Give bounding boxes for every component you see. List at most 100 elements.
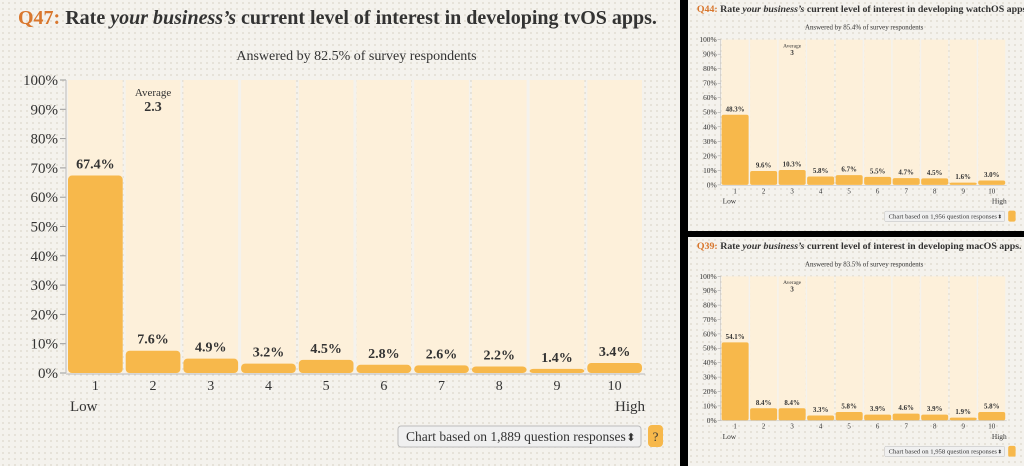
help-button[interactable] xyxy=(1008,445,1016,457)
responses-dropdown[interactable]: Chart based on 1,889 question responses ⬍ xyxy=(397,425,642,448)
x-tick-label: 6 xyxy=(380,379,387,394)
responses-dropdown[interactable]: Chart based on 1,958 question responses ⬍ xyxy=(884,446,1005,457)
column-background xyxy=(183,80,239,373)
x-tick-label: 3 xyxy=(790,188,794,195)
bar[interactable] xyxy=(721,114,749,185)
y-tick-label: 90% xyxy=(703,50,717,59)
bar[interactable] xyxy=(587,363,642,373)
x-tick-label: 9 xyxy=(553,379,560,394)
bar[interactable] xyxy=(835,175,863,185)
y-tick-label: 10% xyxy=(703,401,717,410)
bar-value-label: 3.9% xyxy=(927,406,943,413)
chart-title: Q44: Rate your business’s current level … xyxy=(697,4,1024,15)
chart-subtitle: Answered by 82.5% of survey respondents xyxy=(236,49,476,64)
bar[interactable] xyxy=(807,415,835,421)
help-button[interactable] xyxy=(1008,210,1016,222)
bar[interactable] xyxy=(125,350,181,373)
bar[interactable] xyxy=(68,175,123,373)
bar[interactable] xyxy=(471,366,527,373)
dropdown-label: Chart based on 1,889 question responses xyxy=(406,429,626,444)
low-label: Low xyxy=(723,432,737,441)
help-button-bg[interactable] xyxy=(1008,445,1016,457)
bar[interactable] xyxy=(921,414,949,421)
column-background xyxy=(778,39,806,185)
dropdown-box[interactable] xyxy=(884,210,1005,222)
y-tick-label: 40% xyxy=(31,249,59,265)
bar-value-label: 1.6% xyxy=(955,174,971,181)
title-part: your business’s xyxy=(741,4,804,15)
bar-value-label: 3.4% xyxy=(599,345,631,360)
column-background xyxy=(241,80,296,373)
help-button-bg[interactable] xyxy=(648,425,663,447)
bar[interactable] xyxy=(864,176,892,185)
y-tick-label: 90% xyxy=(703,286,717,295)
y-tick-label: 20% xyxy=(31,307,59,323)
bar-value-label: 3.9% xyxy=(870,406,886,413)
macos-chart: Q39: Rate your business’s current level … xyxy=(697,241,1022,457)
x-tick-label: 1 xyxy=(92,379,99,394)
column-background xyxy=(750,39,778,185)
bar[interactable] xyxy=(241,363,296,373)
average-value: 2.3 xyxy=(144,100,162,115)
bar[interactable] xyxy=(949,417,977,421)
x-tick-label: 4 xyxy=(819,188,823,195)
column-background xyxy=(414,80,469,373)
x-tick-label: 7 xyxy=(438,379,445,394)
responses-dropdown[interactable]: Chart based on 1,956 question responses ⬍ xyxy=(884,210,1005,222)
help-button[interactable]: ? xyxy=(648,425,663,447)
bar[interactable] xyxy=(298,359,354,373)
bar[interactable] xyxy=(356,364,412,373)
bar[interactable] xyxy=(778,169,806,185)
bar-value-label: 3.2% xyxy=(253,346,285,361)
x-tick-label: 1 xyxy=(733,424,737,431)
bar[interactable] xyxy=(778,408,806,421)
bar[interactable] xyxy=(978,411,1006,421)
bar-value-label: 7.6% xyxy=(137,333,169,348)
question-mark-icon: ? xyxy=(653,429,659,444)
column-background xyxy=(921,276,949,421)
title-part: your business’s xyxy=(108,7,236,29)
title-part: Rate xyxy=(718,4,743,15)
y-tick-label: 30% xyxy=(703,137,717,146)
bar[interactable] xyxy=(750,408,778,421)
bar-value-label: 5.8% xyxy=(841,404,857,411)
low-label: Low xyxy=(70,399,98,415)
y-tick-label: 70% xyxy=(703,315,717,324)
y-tick-label: 50% xyxy=(31,220,59,236)
average-label: Average xyxy=(783,280,802,286)
help-button-bg[interactable] xyxy=(1008,210,1016,222)
title-part: your business’s xyxy=(741,241,804,252)
y-tick-label: 40% xyxy=(703,358,717,367)
x-tick-label: 2 xyxy=(150,379,157,394)
bar-value-label: 4.9% xyxy=(195,341,227,356)
bar[interactable] xyxy=(892,178,920,185)
chevron-updown-icon: ⬍ xyxy=(998,450,1003,456)
column-background xyxy=(892,276,920,421)
bar[interactable] xyxy=(835,411,863,421)
bar[interactable] xyxy=(750,170,778,185)
chevron-updown-icon: ⬍ xyxy=(626,432,635,444)
bar[interactable] xyxy=(807,176,835,185)
bar[interactable] xyxy=(183,358,239,373)
bar[interactable] xyxy=(864,414,892,421)
dropdown-box[interactable] xyxy=(397,425,642,448)
bar-value-label: 5.8% xyxy=(984,404,1000,411)
x-tick-label: 3 xyxy=(207,379,214,394)
bar[interactable] xyxy=(529,368,585,373)
bar[interactable] xyxy=(721,342,749,421)
column-background xyxy=(892,39,920,185)
bar[interactable] xyxy=(949,182,977,185)
bar[interactable] xyxy=(978,180,1006,185)
average-label: Average xyxy=(135,87,172,99)
chart-title: Q47: Rate your business’s current level … xyxy=(18,7,657,29)
tvos-chart-panel: Q47: Rate your business’s current level … xyxy=(0,0,680,466)
x-tick-label: 10 xyxy=(988,424,995,431)
column-background xyxy=(921,39,949,185)
bar-value-label: 67.4% xyxy=(76,158,115,173)
bar[interactable] xyxy=(921,178,949,185)
bar[interactable] xyxy=(892,413,920,421)
title-part: current level of interest in developing … xyxy=(804,4,1024,15)
question-number: Q44: xyxy=(697,4,718,15)
bar[interactable] xyxy=(414,365,469,373)
dropdown-box[interactable] xyxy=(884,446,1005,457)
